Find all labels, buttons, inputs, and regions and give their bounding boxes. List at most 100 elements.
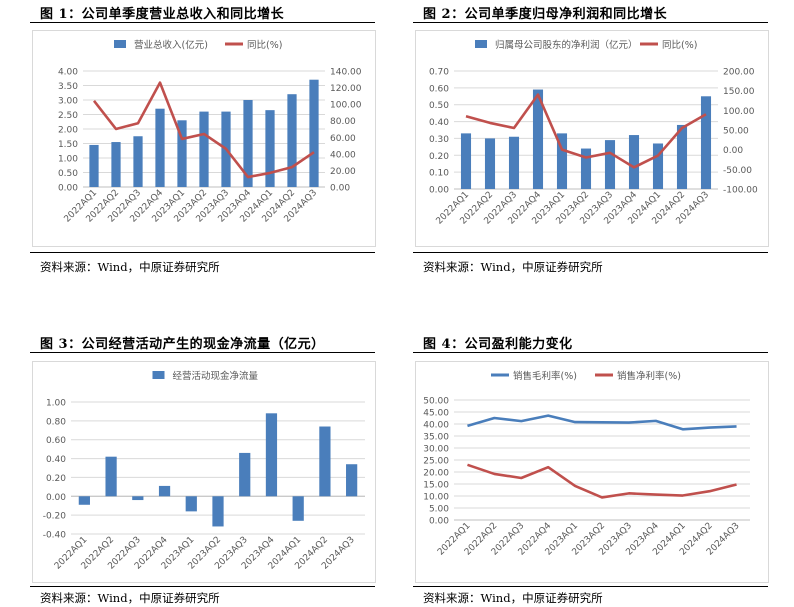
figure-3-source: 资料来源：Wind，中原证券研究所 — [40, 591, 220, 605]
y-tick-label-left: 0.20 — [46, 474, 66, 484]
y-tick-label-left: 0.80 — [46, 417, 66, 427]
bar — [105, 456, 117, 497]
figure-4-source-rule — [413, 586, 768, 587]
bar — [319, 426, 331, 497]
bar — [532, 89, 544, 189]
figure-1-source: 资料来源：Wind，中原证券研究所 — [40, 260, 220, 274]
y-tick-label-left: 0.00 — [58, 184, 78, 194]
y-tick-label-right: 40.00 — [330, 150, 356, 160]
chart-4-svg: 0.00 5.00 10.00 15.00 20.00 25.00 30.00 35.00 40… — [423, 370, 750, 558]
bar — [78, 496, 90, 505]
legend-label: 营业总收入(亿元) — [134, 39, 208, 51]
legend-label: 销售净利率(%) — [617, 370, 681, 382]
figure-2-source: 资料来源：Wind，中原证券研究所 — [423, 260, 603, 274]
bar — [292, 496, 304, 521]
chart-3-area: -0.40 -0.20 0.00 0.20 0.40 0.60 0.80 1.00 2022AQ… — [32, 361, 376, 583]
figure-1-title: 图 1：公司单季度营业总收入和同比增长 — [40, 7, 285, 22]
figure-3-rule — [30, 352, 375, 353]
y-tick-label-right: 80.00 — [330, 117, 356, 127]
y-tick-label-left: 0.40 — [46, 455, 66, 465]
figure-2-rule — [413, 22, 768, 23]
bar — [177, 120, 187, 187]
chart-1-area: 0.00 0.50 1.00 1.50 2.00 2.50 3.00 3.50 4.00 0.00… — [32, 30, 376, 247]
bar — [239, 452, 251, 497]
bar — [158, 485, 171, 497]
bar — [265, 110, 275, 187]
y-tick-label-left: 0.50 — [429, 101, 449, 111]
bar — [676, 124, 688, 189]
bar — [155, 108, 165, 187]
y-tick-label-left: 5.00 — [429, 505, 449, 515]
y-tick-label-right: 200.00 — [723, 68, 755, 78]
bar — [700, 96, 712, 189]
y-tick-label-right: 150.00 — [723, 87, 755, 97]
chart-1-svg: 0.00 0.50 1.00 1.50 2.00 2.50 3.00 3.50 4.00 0.00… — [58, 39, 362, 225]
legend-swatch — [152, 371, 165, 379]
y-tick-label-right: 100.00 — [723, 107, 755, 117]
figure-4-title: 图 4：公司盈利能力变化 — [423, 337, 573, 352]
y-tick-label-left: 15.00 — [423, 481, 449, 491]
y-tick-label-left: -0.20 — [43, 512, 67, 522]
y-tick-label-right: 60.00 — [330, 134, 356, 144]
y-tick-label-right: 50.00 — [723, 127, 749, 137]
y-tick-label-left: 35.00 — [423, 433, 449, 443]
legend-label: 经营活动现金净流量 — [173, 370, 259, 382]
series-line — [467, 463, 737, 499]
y-tick-label-left: 0.00 — [429, 186, 449, 196]
chart-3-svg: -0.40-0.200.000.200.400.600.801.002022AQ… — [43, 370, 365, 572]
legend-swatch — [475, 40, 487, 48]
series-line — [465, 93, 707, 169]
y-tick-label-left: 45.00 — [423, 409, 449, 419]
y-tick-label-left: 30.00 — [423, 445, 449, 455]
bar — [89, 144, 99, 187]
bar — [580, 148, 592, 189]
bar — [628, 135, 640, 189]
y-tick-label-right: 140.00 — [330, 68, 362, 78]
y-tick-label-left: 50.00 — [423, 397, 449, 407]
chart-4-area: 0.00 5.00 10.00 15.00 20.00 25.00 30.00 35.00 40… — [415, 361, 769, 583]
y-tick-label-left: 0.20 — [429, 152, 449, 162]
y-tick-label-left: 3.50 — [58, 82, 78, 92]
y-tick-label-left: 1.50 — [58, 140, 78, 150]
legend-swatch — [114, 40, 126, 48]
bar — [652, 143, 664, 189]
y-tick-label-left: 40.00 — [423, 421, 449, 431]
y-tick-label-left: 1.00 — [58, 155, 78, 165]
chart-2-area: 0.00 0.10 0.20 0.30 0.40 0.50 0.60 0.70 -100.00 -… — [415, 30, 769, 247]
series-line — [92, 81, 315, 179]
bar — [508, 136, 520, 189]
figure-2-title: 图 2：公司单季度归母净利润和同比增长 — [423, 7, 668, 22]
legend-label: 同比(%) — [662, 39, 697, 51]
bar — [309, 79, 319, 187]
y-tick-label-left: -0.40 — [43, 531, 67, 541]
y-tick-label-left: 0.40 — [429, 118, 449, 128]
bar — [287, 94, 297, 187]
y-tick-label-right: 0.00 — [723, 146, 743, 156]
y-tick-label-left: 1.00 — [46, 399, 66, 409]
figure-1-source-rule — [30, 252, 375, 253]
legend-label: 归属母公司股东的净利润（亿元） — [495, 39, 638, 51]
bar — [484, 138, 496, 189]
y-tick-label-left: 0.70 — [429, 68, 449, 78]
y-tick-label-left: 10.00 — [423, 493, 449, 503]
y-tick-label-left: 25.00 — [423, 457, 449, 467]
y-tick-label-right: 100.00 — [330, 101, 362, 111]
bar — [185, 496, 197, 512]
figure-2-source-rule — [413, 252, 768, 253]
y-tick-label-right: 20.00 — [330, 167, 356, 177]
y-tick-label-left: 0.00 — [46, 493, 66, 503]
bar — [265, 413, 278, 497]
bar — [243, 100, 253, 187]
bar — [199, 111, 209, 187]
figure-3-title: 图 3：公司经营活动产生的现金净流量（亿元） — [40, 337, 325, 352]
bar — [604, 140, 616, 189]
legend-label: 同比(%) — [247, 39, 282, 51]
bar — [133, 136, 143, 187]
y-tick-label-left: 4.00 — [58, 68, 78, 78]
bar — [212, 496, 224, 527]
y-tick-label-left: 20.00 — [423, 469, 449, 479]
y-tick-label-right: 0.00 — [330, 184, 350, 194]
y-tick-label-left: 0.60 — [429, 84, 449, 94]
bar — [132, 496, 144, 501]
y-tick-label-left: 0.60 — [46, 436, 66, 446]
